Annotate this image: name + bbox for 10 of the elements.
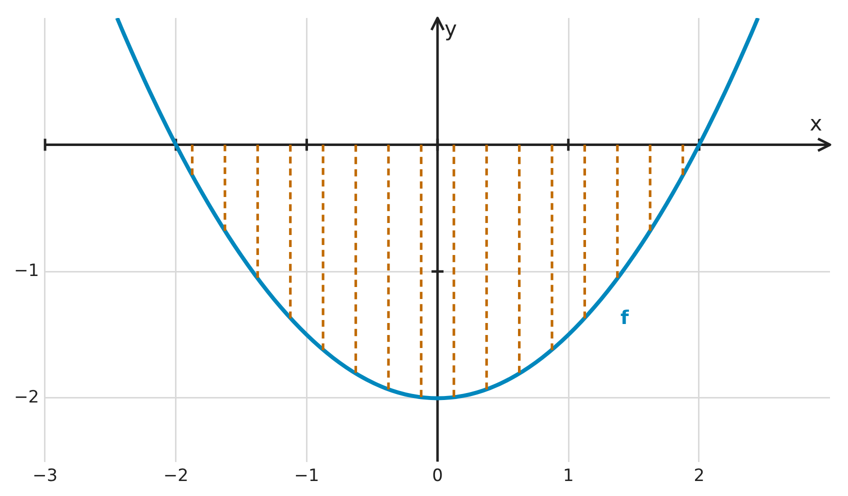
x-axis-title: x xyxy=(810,112,822,136)
x-tick-label: −3 xyxy=(32,466,58,486)
x-tick-label: −1 xyxy=(294,466,320,486)
series-label: f xyxy=(620,306,630,329)
line-series xyxy=(115,18,760,400)
x-tick-label: 2 xyxy=(694,466,705,486)
x-tick-label: −2 xyxy=(163,466,188,486)
y-axis-title: y xyxy=(444,16,457,41)
x-tick-label: 0 xyxy=(432,466,443,486)
x-tick-label: 1 xyxy=(562,466,574,486)
